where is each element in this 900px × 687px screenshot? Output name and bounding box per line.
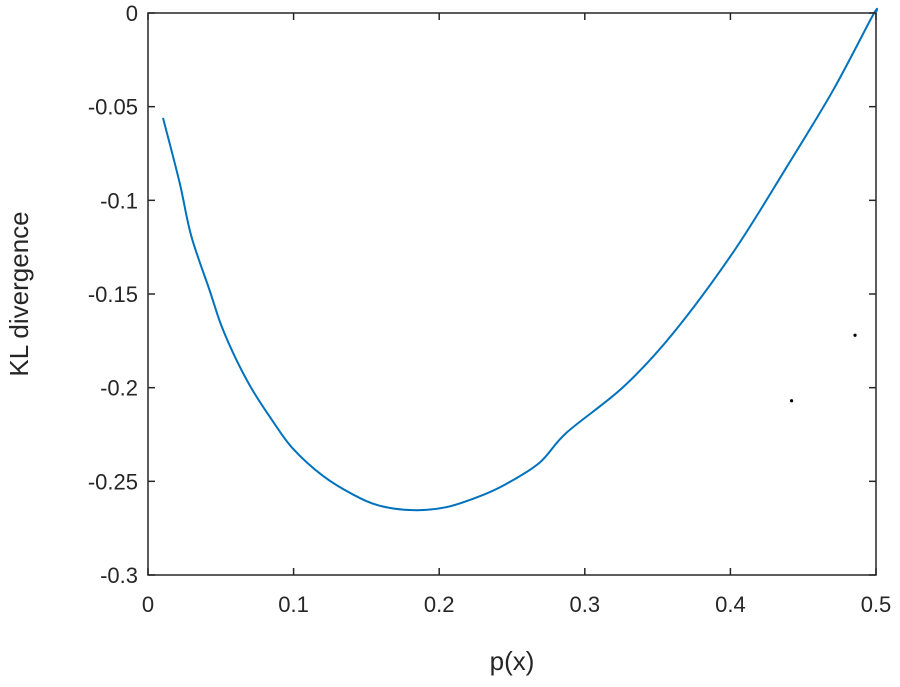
x-tick-label: 0.3 (570, 592, 601, 617)
series-line-kl (162, 7, 879, 512)
stray-points-layer (789, 333, 857, 403)
ticks-layer: 0 0.1 0.2 0.3 0.4 0.5 0 -0.05 -0.1 -0.15 -0.2 -0.25… (88, 1, 891, 617)
x-tick-label: 0.1 (278, 592, 309, 617)
y-tick-label: 0 (126, 1, 138, 26)
x-tick-label: 0 (142, 592, 154, 617)
x-tick-label: 0.2 (424, 592, 455, 617)
y-tick-label: -0.25 (88, 469, 138, 494)
y-axis-label: KL divergence (4, 211, 34, 376)
y-tick-label: -0.1 (100, 188, 138, 213)
x-axis-label: p(x) (490, 646, 535, 676)
plot-frame (147, 12, 877, 576)
stray-point (789, 399, 794, 403)
y-tick-label: -0.2 (100, 376, 138, 401)
y-tick-label: -0.3 (100, 563, 138, 588)
x-tick-label: 0.4 (715, 592, 746, 617)
y-tick-label: -0.15 (88, 282, 138, 307)
x-tick-label: 0.5 (861, 592, 892, 617)
stray-point (853, 333, 857, 337)
y-tick-label: -0.05 (88, 95, 138, 120)
